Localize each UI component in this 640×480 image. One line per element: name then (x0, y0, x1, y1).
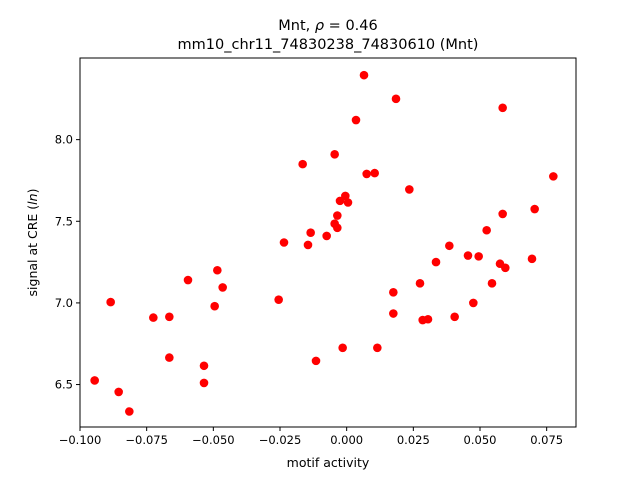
data-point (445, 241, 454, 251)
data-point (149, 313, 158, 322)
data-point (389, 288, 398, 297)
data-point (165, 353, 174, 362)
data-point (311, 356, 321, 366)
chart-title-line2: mm10_chr11_74830238_74830610 (Mnt) (178, 37, 479, 53)
y-axis-ticks: 6.5 7.0 7.5 8.0 (55, 133, 80, 392)
data-point (450, 312, 459, 322)
data-point (333, 223, 342, 233)
y-tick-label: 8.0 (55, 133, 73, 147)
data-point (359, 70, 369, 80)
data-point (391, 94, 401, 104)
data-point (370, 168, 379, 178)
data-point (530, 204, 539, 214)
data-point (303, 240, 313, 250)
x-tick-label: 0.000 (330, 433, 363, 447)
data-point (210, 301, 219, 311)
data-point (213, 265, 222, 275)
data-point (279, 238, 289, 247)
data-point (338, 343, 347, 353)
data-point (498, 209, 507, 219)
data-point (90, 376, 99, 385)
data-point (330, 150, 339, 159)
data-point (431, 257, 441, 267)
x-tick-label: 0.025 (397, 433, 430, 447)
data-point (298, 159, 307, 169)
data-point (501, 263, 510, 273)
data-point (343, 198, 353, 207)
data-point (306, 228, 315, 237)
x-tick-label: 0.075 (530, 433, 563, 447)
data-point (373, 343, 382, 353)
data-point (351, 115, 361, 125)
data-point (106, 297, 115, 307)
data-point (125, 407, 134, 416)
data-point (463, 251, 473, 260)
y-tick-label: 6.5 (55, 378, 73, 392)
data-point (527, 254, 537, 264)
y-axis-label: signal at CRE (ln) (25, 189, 40, 297)
data-point (165, 312, 174, 322)
data-point (362, 169, 371, 179)
data-point (389, 309, 398, 318)
data-point (423, 314, 433, 324)
y-tick-label: 7.5 (55, 214, 73, 228)
x-tick-label: 0.050 (464, 433, 497, 447)
x-tick-label: −0.050 (192, 433, 235, 447)
data-point (498, 103, 507, 113)
data-point (199, 378, 209, 388)
data-point (405, 185, 414, 194)
data-point (322, 231, 331, 241)
data-point (549, 172, 558, 181)
data-points (90, 70, 558, 416)
data-point (114, 387, 123, 397)
x-tick-label: −0.075 (125, 433, 168, 447)
data-point (487, 279, 497, 288)
data-point (482, 225, 491, 235)
data-point (469, 298, 478, 308)
data-point (199, 361, 209, 371)
chart-title-line1: Mnt, ρ = 0.46 (278, 18, 377, 34)
data-point (183, 275, 193, 285)
data-point (218, 283, 227, 292)
data-point (415, 279, 425, 288)
x-tick-label: −0.025 (259, 433, 302, 447)
plot-frame (79, 57, 577, 428)
x-axis-ticks: −0.100 −0.075 −0.050 −0.025 0.000 0.025 0.050 0… (59, 427, 563, 447)
data-point (274, 295, 283, 304)
x-axis-label: motif activity (287, 455, 370, 470)
data-point (341, 191, 350, 201)
data-point (474, 252, 483, 261)
x-tick-label: −0.100 (59, 433, 102, 447)
y-tick-label: 7.0 (55, 296, 73, 310)
data-point (333, 211, 342, 220)
